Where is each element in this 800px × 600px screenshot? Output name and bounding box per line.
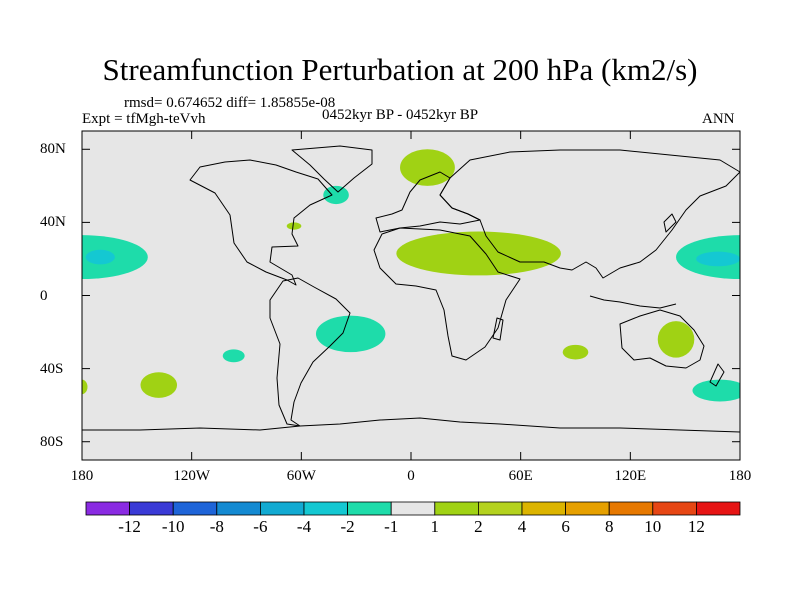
anomaly-region: [286, 222, 302, 230]
lon-tick-label: 180: [70, 468, 94, 484]
colorbar-label: -12: [118, 517, 141, 536]
anomaly-region: [315, 315, 386, 353]
colorbar-label: 6: [561, 517, 570, 536]
japan-coast: [663, 213, 677, 233]
colorbar-swatch: [434, 501, 479, 516]
maritime-continent-coast: [589, 295, 677, 309]
colorbar-label: -4: [296, 517, 312, 536]
colorbar-label: 10: [644, 517, 662, 536]
anomaly-region: [82, 379, 88, 395]
anomaly-contours: [82, 149, 740, 402]
anomaly-region: [396, 231, 561, 276]
colorbar-label: 4: [517, 517, 527, 536]
season-label: ANN: [702, 111, 735, 127]
lon-tick-label: 60E: [508, 468, 533, 484]
lon-tick-label: 60W: [286, 468, 316, 484]
time-period-label: 0452kyr BP - 0452kyr BP: [322, 107, 479, 123]
axis-tick-marks: [81, 131, 741, 460]
colorbar-swatch: [652, 501, 697, 516]
chart-title: Streamfunction Perturbation at 200 hPa (…: [102, 52, 698, 87]
anomaly-region: [323, 185, 349, 205]
anomaly-region: [400, 149, 455, 186]
colorbar-label: 8: [604, 517, 614, 536]
colorbar-label: 2: [474, 517, 483, 536]
experiment-label: Expt = tfMgh-teVvh: [82, 111, 206, 127]
anomaly-region: [222, 349, 245, 363]
colorbar-label: 12: [687, 517, 705, 536]
map-background: [82, 131, 740, 460]
colorbar-swatch: [129, 501, 174, 516]
lon-tick-label: 0: [407, 468, 415, 484]
africa-coast: [373, 227, 521, 361]
lon-tick-label: 120W: [173, 468, 210, 484]
colorbar-swatch: [390, 501, 436, 516]
anomaly-region: [696, 251, 740, 267]
colorbar-swatch: [565, 501, 610, 516]
lat-tick-label: 80S: [40, 433, 64, 450]
lat-tick-label: 80N: [40, 141, 66, 158]
antarctica-coast: [82, 417, 741, 433]
colorbar-swatch: [347, 501, 392, 516]
lat-tick-label: 40N: [40, 214, 66, 231]
madagascar-coast: [492, 317, 504, 341]
australia-coast: [619, 309, 705, 369]
colorbar-label: -1: [384, 517, 399, 536]
colorbar-swatch: [172, 501, 218, 516]
north-america-coast: [189, 159, 333, 286]
anomaly-region: [692, 379, 740, 402]
asia-coast: [439, 149, 741, 279]
colorbar: [85, 501, 741, 516]
new-zealand-coast: [709, 363, 725, 387]
lon-tick-label: 120E: [614, 468, 647, 484]
anomaly-region: [657, 321, 695, 358]
colorbar-swatch: [259, 501, 305, 516]
lat-tick-label: 40S: [40, 360, 64, 377]
map-fill: [82, 131, 740, 460]
colorbar-label: -8: [209, 517, 224, 536]
colorbar-swatch: [696, 501, 741, 516]
south-america-coast: [269, 277, 351, 427]
lat-tick-label: 0: [40, 287, 48, 304]
colorbar-label: -2: [340, 517, 355, 536]
colorbar-swatch: [521, 501, 566, 516]
rmsd-diff-stats: rmsd= 0.674652 diff= 1.85855e-08: [124, 95, 336, 111]
anomaly-region: [562, 344, 589, 360]
anomaly-region: [140, 372, 178, 398]
greenland-coast: [291, 145, 373, 193]
colorbar-label: -10: [161, 517, 185, 536]
lon-tick-label: 180: [728, 468, 752, 484]
coastlines: [82, 145, 741, 433]
colorbar-swatch: [85, 501, 130, 516]
colorbar-swatch: [477, 501, 523, 516]
colorbar-swatch: [608, 501, 654, 516]
anomaly-region: [85, 249, 115, 265]
colorbar-label: 1: [430, 517, 440, 536]
colorbar-label: -6: [253, 517, 268, 536]
colorbar-swatch: [303, 501, 348, 516]
colorbar-swatch: [216, 501, 261, 516]
